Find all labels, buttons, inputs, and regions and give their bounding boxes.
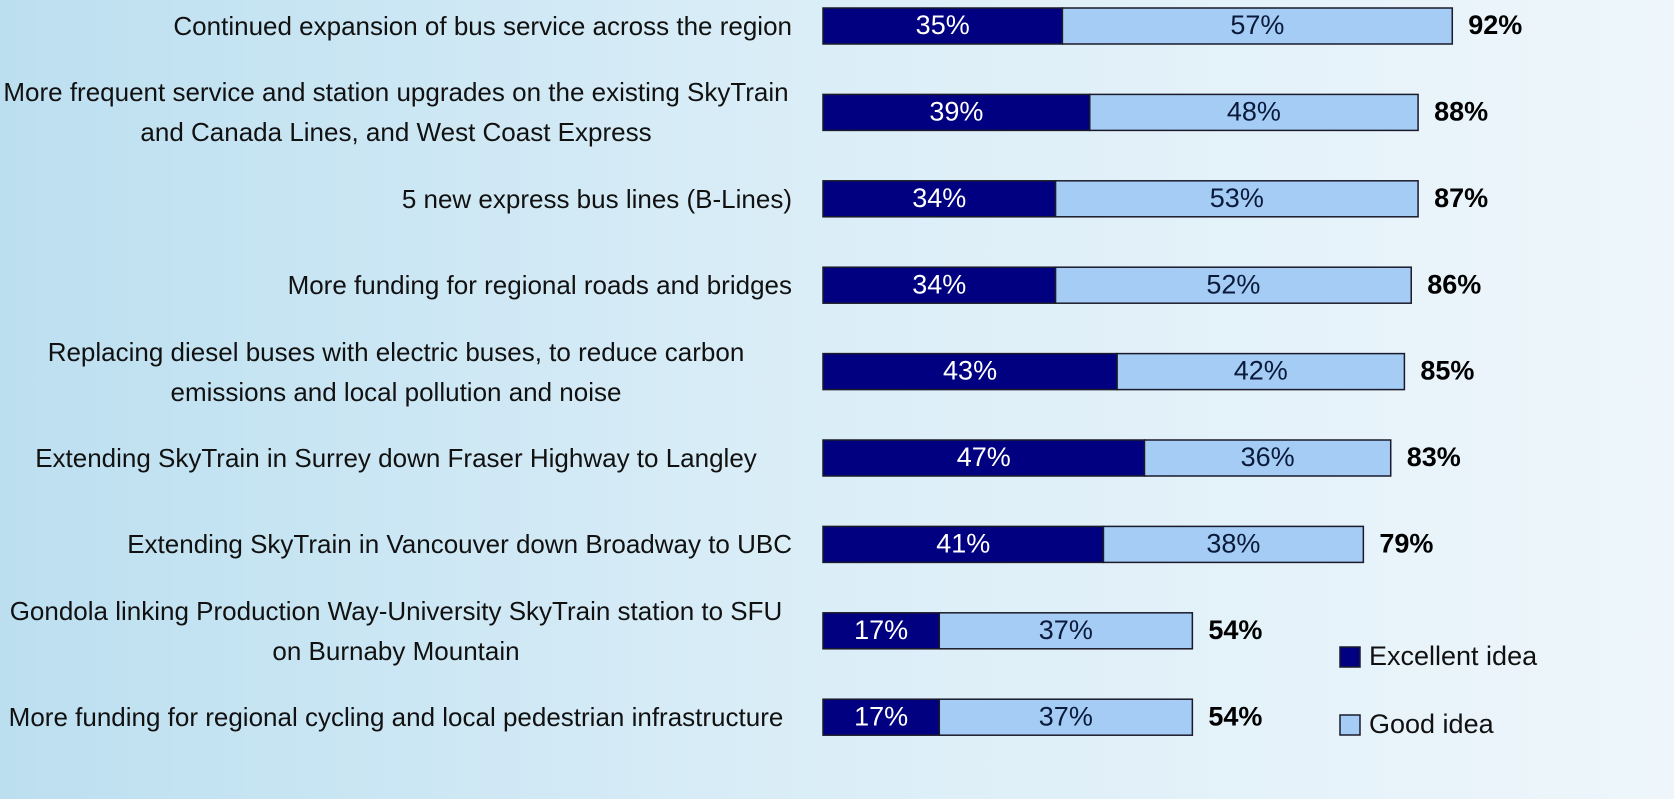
total-label: 83% bbox=[1407, 442, 1461, 472]
value-label: 38% bbox=[1206, 529, 1260, 559]
category-label: Gondola linking Production Way-Universit… bbox=[9, 595, 783, 666]
bar-segment bbox=[1054, 180, 1419, 218]
bar-segment bbox=[822, 180, 1057, 218]
value-label: 34% bbox=[912, 183, 966, 213]
total-label: 87% bbox=[1434, 183, 1488, 213]
value-label: 47% bbox=[957, 442, 1011, 472]
category-label: 5 new express bus lines (B-Lines) bbox=[401, 183, 792, 214]
bar-segment bbox=[822, 525, 1105, 564]
legend-swatch bbox=[1339, 714, 1361, 736]
bar-segment bbox=[938, 698, 1194, 736]
bar-segment bbox=[1116, 352, 1406, 391]
value-label: 52% bbox=[1206, 269, 1260, 299]
value-label: 42% bbox=[1234, 356, 1288, 386]
category-label: Replacing diesel buses with electric bus… bbox=[47, 336, 745, 407]
total-label: 54% bbox=[1208, 701, 1262, 731]
value-label: 37% bbox=[1039, 701, 1093, 731]
bar-segment bbox=[1061, 7, 1454, 45]
category-label: Extending SkyTrain in Surrey down Fraser… bbox=[35, 443, 757, 473]
bar-segment bbox=[822, 7, 1064, 45]
category-label: Continued expansion of bus service acros… bbox=[173, 11, 792, 41]
bar-segment bbox=[1102, 525, 1365, 564]
legend-swatch bbox=[1339, 646, 1361, 668]
value-label: 34% bbox=[912, 269, 966, 299]
bar-segment bbox=[1089, 93, 1419, 132]
value-label: 41% bbox=[936, 529, 990, 559]
bar-segment bbox=[822, 612, 941, 650]
total-label: 92% bbox=[1468, 10, 1522, 40]
category-label: More funding for regional roads and brid… bbox=[287, 270, 792, 301]
value-label: 37% bbox=[1039, 615, 1093, 645]
value-label: 48% bbox=[1227, 97, 1281, 127]
value-label: 36% bbox=[1241, 442, 1295, 472]
category-label: Extending SkyTrain in Vancouver down Bro… bbox=[127, 529, 792, 560]
total-label: 86% bbox=[1427, 269, 1481, 299]
bar-segment bbox=[1143, 439, 1392, 477]
legend-label: Excellent idea bbox=[1369, 641, 1538, 671]
bar-segment bbox=[822, 439, 1146, 477]
total-label: 79% bbox=[1379, 529, 1433, 559]
value-label: 53% bbox=[1210, 183, 1264, 213]
bar-segment bbox=[822, 93, 1091, 132]
value-label: 17% bbox=[854, 701, 908, 731]
value-label: 43% bbox=[943, 356, 997, 386]
total-label: 85% bbox=[1420, 356, 1474, 386]
value-label: 35% bbox=[916, 10, 970, 40]
bar-segment bbox=[938, 612, 1194, 650]
total-label: 88% bbox=[1434, 97, 1488, 127]
category-label: More frequent service and station upgrad… bbox=[3, 77, 789, 148]
value-label: 39% bbox=[929, 97, 983, 127]
value-label: 17% bbox=[854, 615, 908, 645]
legend-label: Good idea bbox=[1369, 709, 1495, 739]
bar-segment bbox=[822, 266, 1057, 304]
bar-segment bbox=[822, 352, 1118, 391]
category-label: More funding for regional cycling and lo… bbox=[8, 702, 784, 733]
value-label: 57% bbox=[1230, 10, 1284, 40]
total-label: 54% bbox=[1208, 615, 1262, 645]
bar-segment bbox=[1054, 266, 1412, 304]
